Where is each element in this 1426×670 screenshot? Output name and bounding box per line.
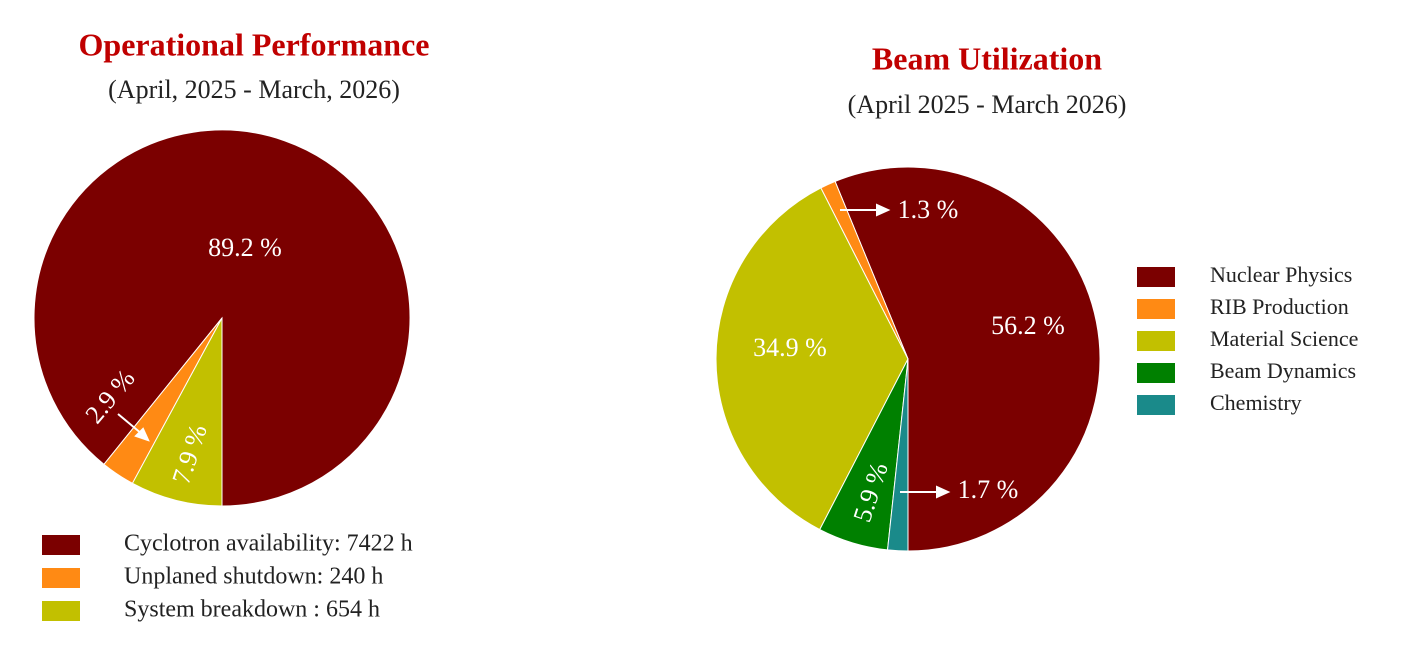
legend-label: System breakdown : 654 h <box>124 597 380 623</box>
chart-subtitle: (April, 2025 - March, 2026) <box>108 75 400 104</box>
pie-slice <box>834 166 1101 552</box>
legend-swatch <box>1137 395 1175 415</box>
legend-label: Cyclotron availability: 7422 h <box>124 531 413 557</box>
chart-subtitle: (April 2025 - March 2026) <box>848 90 1127 119</box>
legend-label: Unplaned shutdown: 240 h <box>124 564 383 590</box>
legend-swatch <box>42 601 80 621</box>
pie-slice <box>715 187 909 531</box>
legend-label: Chemistry <box>1210 390 1302 415</box>
chart-title: Operational Performance <box>79 26 430 62</box>
legend-label: Material Science <box>1210 326 1358 351</box>
legend-label: RIB Production <box>1210 294 1349 319</box>
data-label: 1.7 % <box>958 475 1019 504</box>
legend-label: Beam Dynamics <box>1210 358 1356 383</box>
data-label: 34.9 % <box>753 333 827 362</box>
data-label: 56.2 % <box>991 311 1065 340</box>
pie-slice <box>886 358 909 552</box>
pie-slice <box>131 317 223 507</box>
legend-swatch <box>42 535 80 555</box>
data-label: 89.2 % <box>208 233 282 262</box>
legend-swatch <box>42 568 80 588</box>
legend-swatch <box>1137 299 1175 319</box>
data-label: 1.3 % <box>898 195 959 224</box>
legend-swatch <box>1137 363 1175 383</box>
legend-label: Nuclear Physics <box>1210 262 1352 287</box>
arrows <box>117 203 951 499</box>
legend-swatch <box>1137 267 1175 287</box>
chart-title: Beam Utilization <box>872 40 1102 76</box>
legend-swatch <box>1137 331 1175 351</box>
